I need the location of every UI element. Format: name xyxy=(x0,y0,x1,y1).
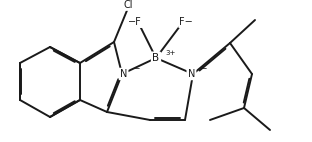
Text: −: − xyxy=(133,64,139,73)
Text: F−: F− xyxy=(179,17,193,27)
Text: B: B xyxy=(153,53,159,63)
Text: N: N xyxy=(188,69,195,79)
Text: −F: −F xyxy=(128,17,142,27)
Text: −: − xyxy=(200,64,206,73)
Text: 3+: 3+ xyxy=(165,50,176,56)
Text: Cl: Cl xyxy=(123,0,133,10)
Text: N: N xyxy=(120,69,127,79)
